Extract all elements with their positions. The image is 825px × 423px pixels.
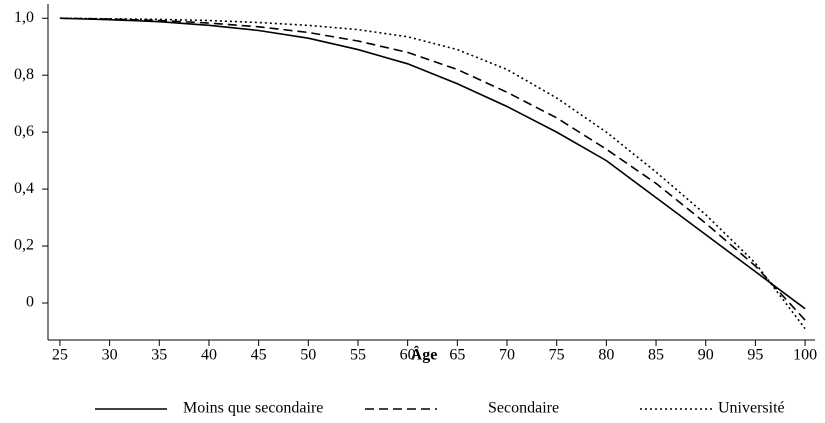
series-line xyxy=(59,17,806,310)
y-tick-label: 0,2 xyxy=(14,237,34,254)
x-tick-label: 30 xyxy=(102,347,118,364)
x-tick-label: 35 xyxy=(151,347,167,364)
x-tick-label: 25 xyxy=(52,347,68,364)
x-tick-label: 55 xyxy=(350,347,366,364)
x-tick-label: 95 xyxy=(747,347,763,364)
y-tick-label: 0,6 xyxy=(14,123,34,140)
y-tick-label: 0,4 xyxy=(14,180,34,197)
legend-label: Moins que secondaire xyxy=(183,400,323,417)
x-tick-label: 70 xyxy=(499,347,515,364)
x-tick-label: 100 xyxy=(793,347,817,364)
x-tick-label: 50 xyxy=(300,347,316,364)
series-line xyxy=(59,17,806,330)
x-tick-label: 60 xyxy=(400,347,416,364)
y-tick-label: 1,0 xyxy=(14,9,34,26)
x-tick-label: 75 xyxy=(549,347,565,364)
series-line xyxy=(59,17,806,321)
x-tick-label: 90 xyxy=(698,347,714,364)
x-tick-label: 80 xyxy=(598,347,614,364)
x-tick-label: 40 xyxy=(201,347,217,364)
y-tick-label: 0 xyxy=(26,294,34,311)
y-tick-label: 0,8 xyxy=(14,66,34,83)
legend-label: Secondaire xyxy=(488,400,559,417)
x-tick-label: 85 xyxy=(648,347,664,364)
x-tick-label: 65 xyxy=(449,347,465,364)
x-tick-label: 45 xyxy=(251,347,267,364)
legend-label: Université xyxy=(718,400,785,417)
x-axis-label: Âge xyxy=(411,345,438,364)
